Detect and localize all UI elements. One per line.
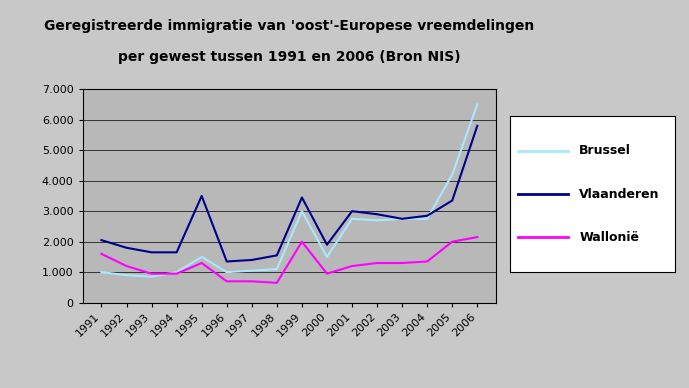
- Line: Brussel: Brussel: [101, 104, 477, 277]
- Brussel: [198, 255, 206, 259]
- Brussel: [273, 267, 281, 272]
- Brussel: [97, 270, 105, 274]
- Brussel: [298, 209, 306, 213]
- Brussel: [172, 270, 181, 274]
- Wallonië: [123, 264, 131, 268]
- Vlaanderen: [423, 213, 431, 218]
- Line: Wallonië: Wallonië: [101, 237, 477, 283]
- Text: Geregistreerde immigratie van 'oost'-Europese vreemdelingen: Geregistreerde immigratie van 'oost'-Eur…: [44, 19, 535, 33]
- Text: Vlaanderen: Vlaanderen: [579, 187, 660, 201]
- Wallonië: [323, 271, 331, 276]
- Wallonië: [147, 271, 156, 276]
- Text: per gewest tussen 1991 en 2006 (Bron NIS): per gewest tussen 1991 en 2006 (Bron NIS…: [118, 50, 461, 64]
- Wallonië: [223, 279, 231, 284]
- Brussel: [223, 270, 231, 274]
- Vlaanderen: [123, 246, 131, 250]
- Vlaanderen: [172, 250, 181, 255]
- Wallonië: [172, 271, 181, 276]
- Vlaanderen: [247, 258, 256, 262]
- Wallonië: [423, 259, 431, 264]
- Vlaanderen: [348, 209, 356, 213]
- Brussel: [373, 218, 381, 223]
- Wallonië: [198, 261, 206, 265]
- Brussel: [348, 217, 356, 221]
- Brussel: [323, 255, 331, 259]
- Brussel: [398, 217, 407, 221]
- Wallonië: [373, 261, 381, 265]
- Vlaanderen: [273, 253, 281, 258]
- Brussel: [448, 172, 456, 177]
- Vlaanderen: [473, 123, 482, 128]
- Vlaanderen: [323, 242, 331, 247]
- Vlaanderen: [448, 198, 456, 203]
- Wallonië: [348, 264, 356, 268]
- Vlaanderen: [373, 212, 381, 217]
- Brussel: [123, 273, 131, 277]
- Wallonië: [448, 239, 456, 244]
- Vlaanderen: [97, 238, 105, 242]
- Wallonië: [247, 279, 256, 284]
- Brussel: [147, 274, 156, 279]
- Vlaanderen: [298, 195, 306, 200]
- Brussel: [423, 217, 431, 221]
- Text: Brussel: Brussel: [579, 144, 631, 157]
- Brussel: [247, 268, 256, 273]
- Wallonië: [473, 235, 482, 239]
- Brussel: [473, 102, 482, 107]
- Vlaanderen: [198, 194, 206, 198]
- Vlaanderen: [147, 250, 156, 255]
- Vlaanderen: [223, 259, 231, 264]
- Wallonië: [398, 261, 407, 265]
- Wallonië: [298, 239, 306, 244]
- Vlaanderen: [398, 217, 407, 221]
- Text: Wallonië: Wallonië: [579, 231, 639, 244]
- Line: Vlaanderen: Vlaanderen: [101, 126, 477, 262]
- Wallonië: [273, 281, 281, 285]
- Wallonië: [97, 251, 105, 256]
